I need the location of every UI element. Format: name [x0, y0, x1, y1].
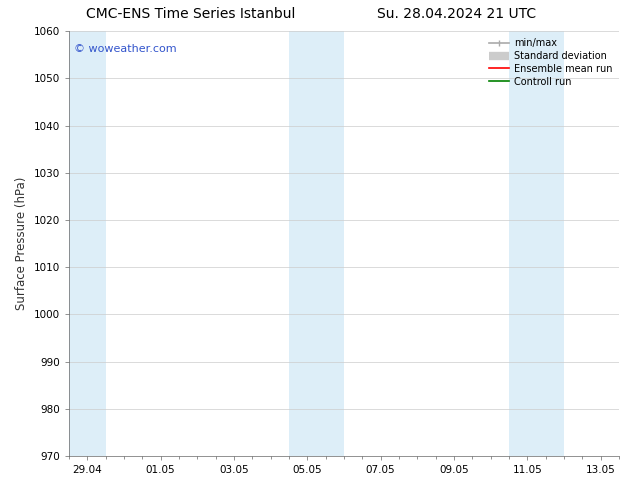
Bar [69, 31, 105, 456]
Text: © woweather.com: © woweather.com [74, 44, 177, 54]
Legend: min/max, Standard deviation, Ensemble mean run, Controll run: min/max, Standard deviation, Ensemble me… [488, 36, 614, 89]
Y-axis label: Surface Pressure (hPa): Surface Pressure (hPa) [15, 177, 28, 310]
Text: CMC-ENS Time Series Istanbul: CMC-ENS Time Series Istanbul [86, 7, 295, 22]
Bar [509, 31, 564, 456]
Bar [289, 31, 344, 456]
Text: Su. 28.04.2024 21 UTC: Su. 28.04.2024 21 UTC [377, 7, 536, 22]
